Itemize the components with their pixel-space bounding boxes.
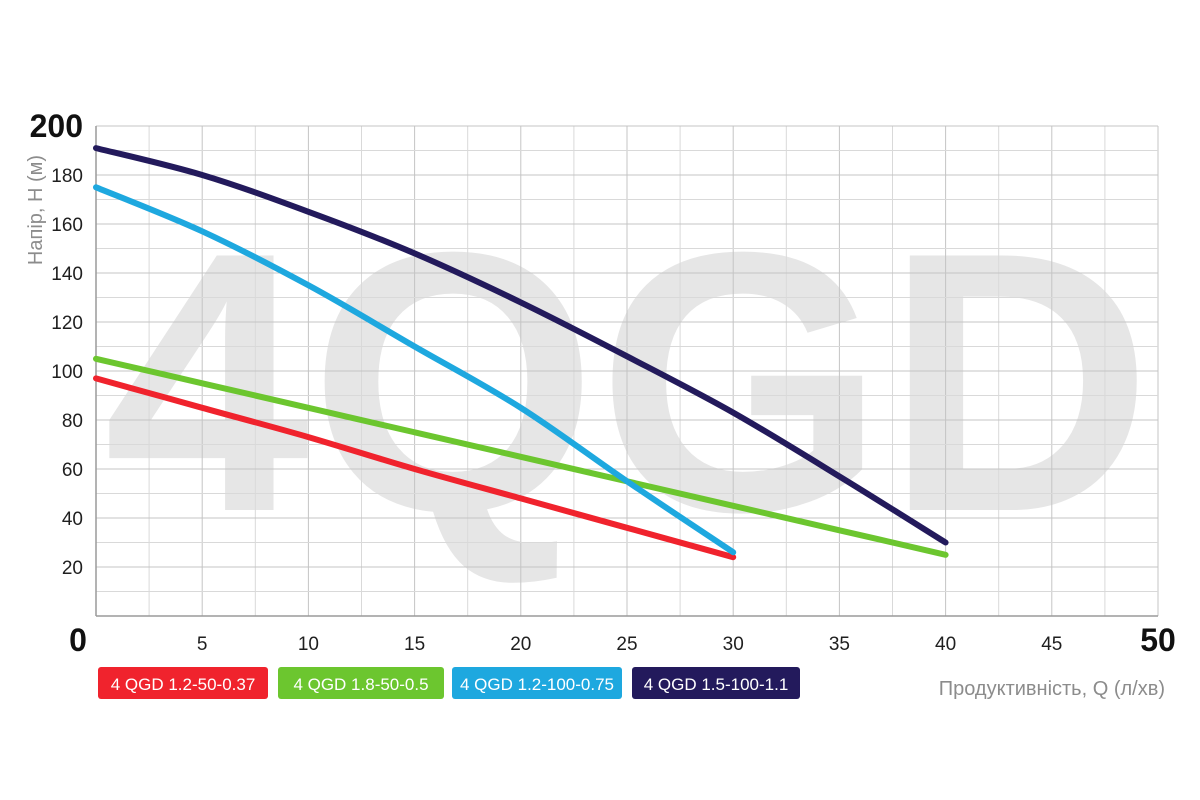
x-tick-label: 40 [935, 634, 956, 655]
y-tick-label: 200 [30, 108, 83, 144]
chart-watermark: 4QGD [104, 176, 1153, 589]
y-axis-label: Напір, H (м) [25, 155, 47, 265]
y-tick-label: 40 [62, 509, 83, 530]
legend-label-1: 4 QGD 1.2-50-0.37 [111, 675, 256, 694]
x-tick-label: 50 [1140, 622, 1176, 658]
legend-label-4: 4 QGD 1.5-100-1.1 [644, 675, 789, 694]
y-tick-label: 20 [62, 558, 83, 579]
x-tick-label: 0 [69, 622, 87, 658]
x-axis-label: Продуктивність, Q (л/хв) [939, 678, 1165, 700]
x-tick-label: 25 [616, 634, 637, 655]
y-tick-label: 100 [51, 362, 83, 383]
legend: 4 QGD 1.2-50-0.37 4 QGD 1.8-50-0.5 4 QGD 1… [98, 667, 800, 699]
y-tick-label: 60 [62, 460, 83, 481]
y-tick-label: 180 [51, 166, 83, 187]
x-tick-label: 20 [510, 634, 531, 655]
y-tick-label: 80 [62, 411, 83, 432]
y-tick-label: 160 [51, 215, 83, 236]
x-tick-label: 30 [723, 634, 744, 655]
legend-label-2: 4 QGD 1.8-50-0.5 [293, 675, 428, 694]
legend-label-3: 4 QGD 1.2-100-0.75 [460, 675, 614, 694]
series-line-3 [93, 184, 737, 556]
legend-swatch-4 [632, 667, 800, 699]
x-tick-label: 45 [1041, 634, 1062, 655]
tick-labels: 0 5 10 15 20 25 30 35 40 45 50 20 40 60 80 100 120 140 160… [30, 108, 1176, 658]
series-line-2 [93, 355, 949, 558]
series-line-4 [93, 145, 949, 546]
grid [95, 125, 1159, 617]
y-tick-label: 120 [51, 313, 83, 334]
legend-swatch-3 [452, 667, 622, 699]
legend-swatch-1 [98, 667, 268, 699]
y-tick-label: 140 [51, 264, 83, 285]
series-lines [93, 145, 949, 561]
x-tick-label: 15 [404, 634, 425, 655]
x-tick-label: 10 [298, 634, 319, 655]
series-line-1 [93, 375, 737, 561]
x-tick-label: 35 [829, 634, 850, 655]
legend-swatch-2 [278, 667, 444, 699]
axes [95, 126, 1158, 617]
x-tick-label: 5 [197, 634, 208, 655]
